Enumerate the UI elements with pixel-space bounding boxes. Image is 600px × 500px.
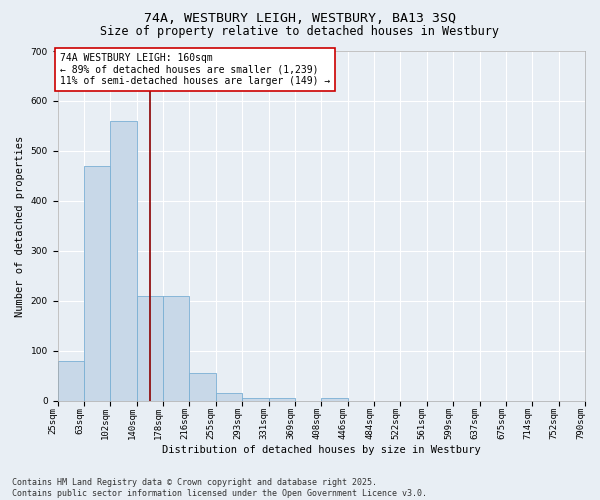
Bar (216, 394, 242, 401)
Bar (58, 361, 84, 401)
Bar (84, 166, 110, 401)
Y-axis label: Number of detached properties: Number of detached properties (15, 136, 25, 316)
Text: 74A, WESTBURY LEIGH, WESTBURY, BA13 3SQ: 74A, WESTBURY LEIGH, WESTBURY, BA13 3SQ (144, 12, 456, 26)
Bar (137, 296, 163, 401)
Text: Contains HM Land Registry data © Crown copyright and database right 2025.
Contai: Contains HM Land Registry data © Crown c… (12, 478, 427, 498)
Bar (321, 398, 347, 401)
Text: Size of property relative to detached houses in Westbury: Size of property relative to detached ho… (101, 25, 499, 38)
Bar (190, 374, 216, 401)
Bar (110, 121, 137, 401)
Text: 74A WESTBURY LEIGH: 160sqm
← 89% of detached houses are smaller (1,239)
11% of s: 74A WESTBURY LEIGH: 160sqm ← 89% of deta… (60, 52, 331, 86)
Bar (242, 398, 269, 401)
Bar (269, 398, 295, 401)
Bar (163, 296, 190, 401)
X-axis label: Distribution of detached houses by size in Westbury: Distribution of detached houses by size … (162, 445, 481, 455)
